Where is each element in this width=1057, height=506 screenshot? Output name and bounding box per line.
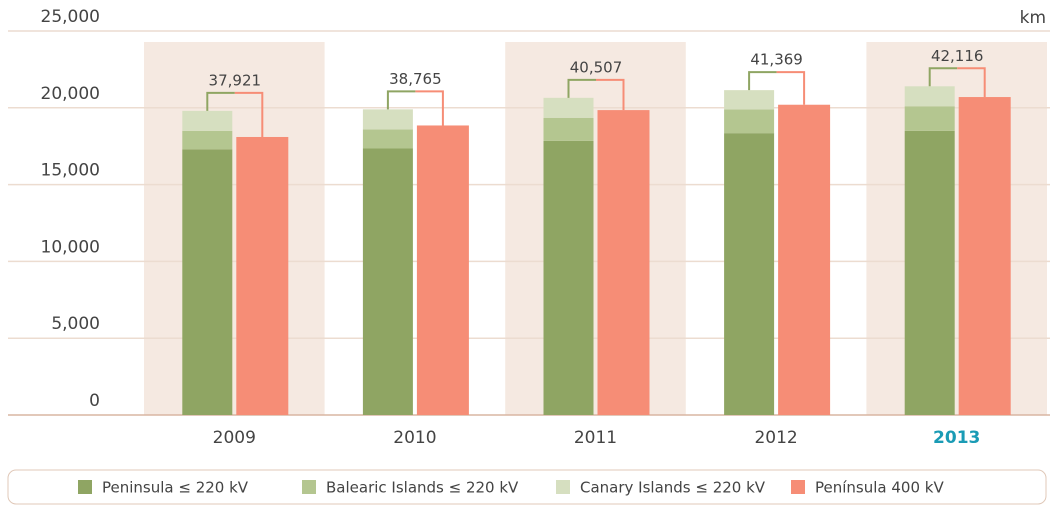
x-tick-label: 2010: [393, 428, 436, 448]
y-tick-label: 25,000: [41, 7, 100, 27]
x-tick-label: 2011: [574, 428, 617, 448]
bar: [904, 86, 955, 107]
total-label: 37,921: [209, 71, 262, 89]
bar: [724, 109, 775, 134]
legend-label: Peninsula ≤ 220 kV: [102, 479, 249, 497]
y-tick-label: 5,000: [51, 314, 100, 334]
bar: [182, 130, 233, 150]
total-label: 38,765: [389, 70, 442, 88]
bar: [724, 90, 775, 110]
total-label: 41,369: [750, 51, 803, 69]
legend-swatch: [556, 480, 570, 494]
legend-box: [7, 469, 1047, 505]
unit-label: km: [1020, 8, 1046, 28]
y-tick-label: 0: [89, 391, 100, 411]
bar: [416, 125, 469, 416]
legend-label: Península 400 kV: [815, 479, 944, 497]
total-label: 42,116: [931, 47, 984, 65]
bar: [904, 130, 955, 415]
total-label: 40,507: [570, 58, 623, 76]
legend-label: Canary Islands ≤ 220 kV: [580, 479, 766, 497]
bracket: [928, 67, 958, 87]
bracket: [415, 90, 444, 126]
bar: [724, 133, 775, 416]
band-bg: [505, 42, 686, 415]
x-tick-label: 2009: [213, 428, 256, 448]
bar: [543, 140, 594, 415]
bar: [362, 148, 413, 415]
legend-label: Balearic Islands ≤ 220 kV: [326, 479, 519, 497]
x-tick-label: 2013: [933, 428, 980, 448]
bar: [958, 97, 1011, 415]
bar: [543, 97, 594, 118]
x-tick-label: 2012: [754, 428, 797, 448]
bar: [597, 110, 650, 415]
bar: [362, 109, 413, 130]
bracket: [776, 71, 806, 105]
bar: [236, 136, 289, 415]
legend-swatch: [791, 480, 805, 494]
bar: [543, 117, 594, 141]
legend-swatch: [78, 480, 92, 494]
band-bg: [866, 42, 1047, 415]
bracket: [386, 90, 416, 110]
y-tick-label: 15,000: [41, 161, 100, 181]
y-tick-label: 10,000: [41, 237, 100, 257]
bracket: [957, 67, 986, 98]
bar: [362, 129, 413, 149]
y-tick-label: 20,000: [41, 84, 100, 104]
legend-swatch: [302, 480, 316, 494]
bracket: [596, 78, 625, 111]
band-bg: [144, 42, 325, 415]
bar: [182, 149, 233, 415]
bar: [182, 110, 233, 131]
bracket: [206, 91, 235, 111]
bar: [904, 106, 955, 131]
bracket: [234, 91, 264, 137]
bar: [778, 104, 831, 415]
bracket: [567, 78, 596, 98]
bracket: [748, 71, 777, 91]
